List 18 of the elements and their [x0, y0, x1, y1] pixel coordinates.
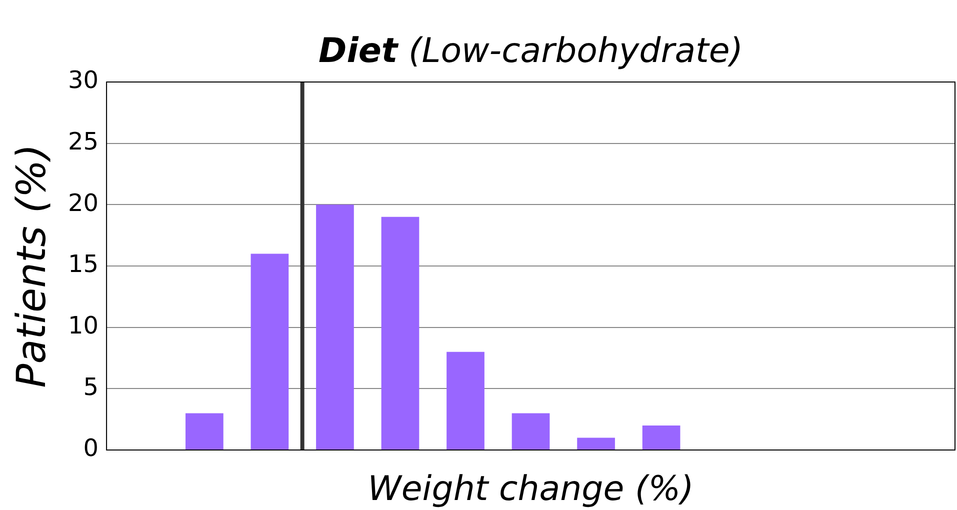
y-tick-label: 20 — [68, 188, 99, 217]
bar — [577, 438, 615, 450]
bar — [446, 352, 484, 450]
y-tick-label: 25 — [68, 128, 99, 156]
y-tick-label: 30 — [68, 66, 99, 94]
x-axis-title: Weight change (%) — [368, 469, 694, 509]
y-tick-label: 0 — [83, 434, 99, 462]
y-tick-label: 15 — [68, 250, 99, 278]
chart-title: Diet (Low-carbohydrate) — [318, 31, 744, 71]
y-axis-title: Patients (%) — [9, 144, 55, 388]
bar — [512, 413, 550, 450]
bar — [186, 413, 224, 450]
y-tick-label: 5 — [83, 372, 99, 401]
bar — [381, 216, 420, 450]
bar — [642, 425, 680, 450]
bar — [316, 204, 354, 450]
bar — [250, 254, 289, 450]
y-tick-label: 10 — [68, 312, 99, 340]
